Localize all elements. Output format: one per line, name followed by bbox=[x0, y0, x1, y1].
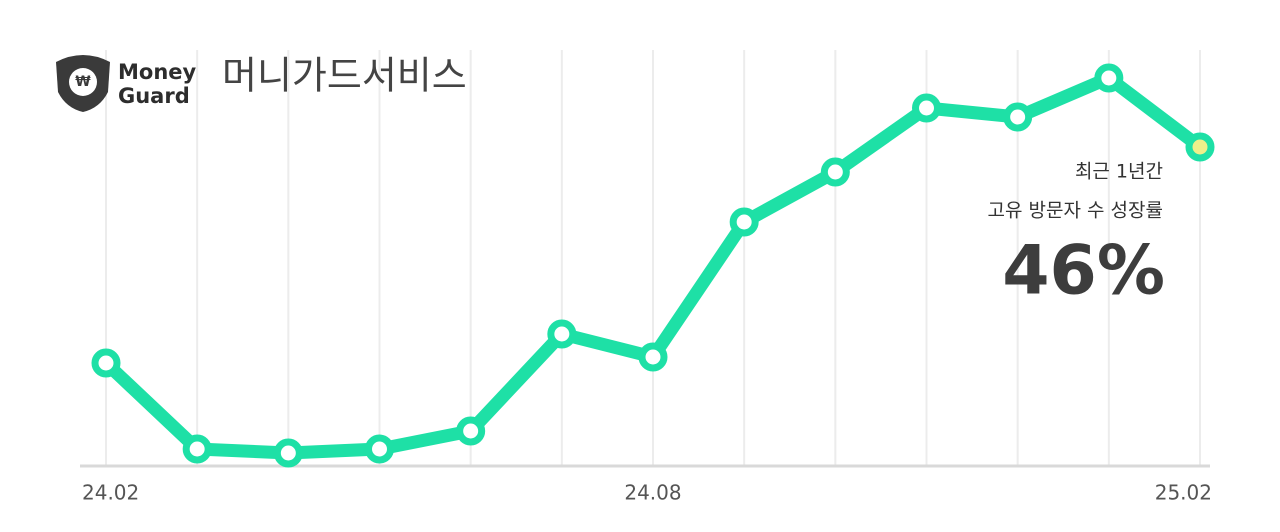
marker bbox=[1094, 63, 1124, 93]
marker bbox=[547, 319, 577, 349]
marker bbox=[273, 438, 303, 468]
logo-text: Guard bbox=[118, 84, 190, 108]
marker bbox=[91, 348, 121, 378]
marker bbox=[820, 157, 850, 187]
marker bbox=[182, 434, 212, 464]
annotation: 최근 1년간 bbox=[1075, 161, 1163, 183]
marker bbox=[912, 93, 941, 123]
marker bbox=[638, 342, 668, 372]
marker bbox=[729, 207, 759, 237]
logo-icon: ₩ bbox=[56, 55, 110, 112]
x-tick-label: 25.02 bbox=[1155, 481, 1212, 505]
marker bbox=[1185, 132, 1215, 162]
marker bbox=[365, 434, 394, 464]
x-tick-label: 24.08 bbox=[624, 481, 681, 505]
svg-text:₩: ₩ bbox=[75, 74, 91, 90]
marker bbox=[1003, 102, 1033, 132]
chart-title: 머니가드서비스 bbox=[222, 54, 467, 98]
annotation-value: 46% bbox=[1002, 232, 1165, 311]
annotation: 고유 방문자 수 성장률 bbox=[988, 200, 1163, 222]
marker bbox=[456, 416, 486, 446]
x-tick-label: 24.02 bbox=[82, 481, 139, 505]
logo-text: Money bbox=[118, 60, 197, 84]
